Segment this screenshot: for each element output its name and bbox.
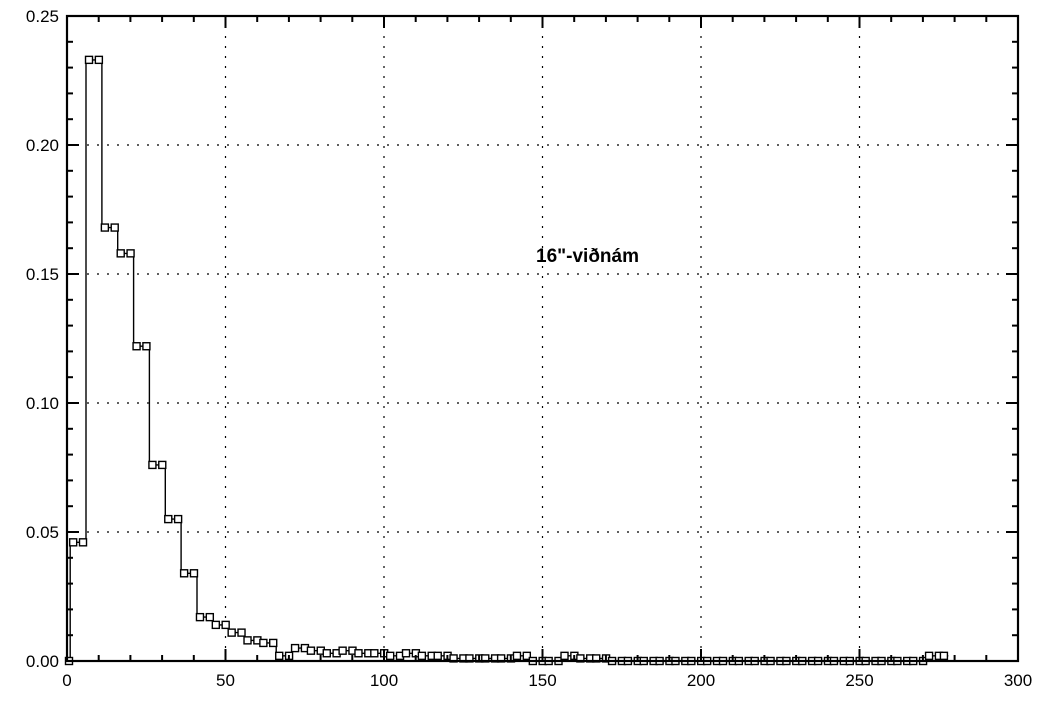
x-tick-label: 150: [528, 671, 556, 690]
data-point-marker: [354, 649, 363, 658]
data-point-marker: [189, 569, 199, 578]
x-tick-label: 250: [845, 671, 873, 690]
x-tick-label: 0: [62, 671, 71, 690]
data-point-marker: [275, 651, 284, 661]
data-point-marker: [237, 628, 246, 637]
data-point-marker: [116, 249, 125, 258]
data-point-marker: [158, 460, 167, 470]
grid-lines: [67, 16, 1018, 661]
data-point-marker: [269, 638, 278, 648]
data-point-marker: [227, 628, 236, 637]
data-point-marker: [148, 460, 157, 470]
data-point-marker: [126, 249, 135, 258]
data-point-marker: [211, 620, 221, 630]
data-point-marker: [259, 638, 268, 648]
data-point-marker: [417, 651, 427, 661]
data-point-marker: [306, 646, 316, 655]
x-tick-labels: 0 50 100 150 200 250 300: [62, 671, 1032, 690]
x-tick-label: 100: [370, 671, 398, 690]
data-point-marker: [512, 651, 522, 661]
data-point-marker: [560, 651, 569, 661]
data-point-marker: [173, 514, 183, 524]
data-point-marker: [110, 223, 119, 232]
y-tick-labels: 0.00 0.05 0.10 0.15 0.20 0.25: [26, 7, 59, 671]
data-point-marker: [338, 646, 347, 655]
data-point-marker: [221, 620, 230, 630]
data-point-marker: [290, 643, 300, 653]
series-step-line-0: [67, 59, 949, 662]
series-1: [67, 59, 949, 662]
x-tick-label: 300: [1004, 671, 1032, 690]
data-point-marker: [243, 636, 252, 645]
plot-frame: [65, 14, 1020, 663]
x-tick-label: 50: [216, 671, 235, 690]
data-point-marker: [100, 223, 110, 232]
y-tick-label: 0.05: [26, 523, 59, 542]
data-point-marker: [401, 649, 411, 658]
data-point-marker: [78, 538, 88, 547]
data-point-marker: [195, 612, 205, 622]
data-point-marker: [205, 612, 215, 622]
data-point-marker: [924, 651, 934, 661]
y-tick-label: 0.00: [26, 652, 59, 671]
data-point-marker: [322, 649, 331, 658]
data-point-marker: [179, 569, 189, 578]
data-point-marker: [132, 342, 141, 351]
axis-ticks: [66, 15, 1019, 662]
data-point-marker: [433, 651, 442, 661]
data-point-marker: [164, 514, 173, 524]
data-point-marker: [68, 538, 78, 547]
y-tick-label: 0.15: [26, 265, 59, 284]
annotation-label: 16"-viðnám: [536, 246, 639, 267]
data-point-marker: [94, 55, 104, 65]
data-point-marker: [84, 55, 94, 65]
data-point-marker: [370, 649, 379, 658]
x-tick-label: 200: [687, 671, 715, 690]
data-point-marker: [939, 651, 949, 661]
series-1-markers: [64, 55, 949, 666]
y-tick-label: 0.25: [26, 7, 59, 26]
data-point-marker: [522, 651, 532, 661]
y-tick-label: 0.10: [26, 394, 59, 413]
data-point-marker: [385, 651, 395, 661]
data-point-marker: [142, 342, 151, 351]
y-tick-label: 0.20: [26, 136, 59, 155]
